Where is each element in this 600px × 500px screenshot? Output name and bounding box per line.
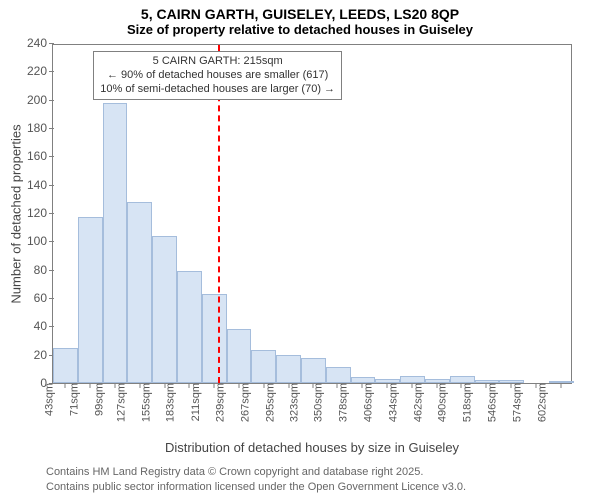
histogram-bar <box>103 103 128 384</box>
histogram-bar <box>425 379 450 383</box>
x-tick: 295sqm <box>262 383 276 422</box>
title-block: 5, CAIRN GARTH, GUISELEY, LEEDS, LS20 8Q… <box>0 0 600 37</box>
x-tick: 350sqm <box>311 383 325 422</box>
x-tick: 546sqm <box>484 383 498 422</box>
chart-title: 5, CAIRN GARTH, GUISELEY, LEEDS, LS20 8Q… <box>0 6 600 22</box>
x-tick: 378sqm <box>336 383 350 422</box>
histogram-bar <box>301 358 326 384</box>
x-tick: 518sqm <box>460 383 474 422</box>
histogram-bar <box>251 350 276 383</box>
x-tick: 211sqm <box>188 383 202 421</box>
x-tick: 434sqm <box>385 383 399 422</box>
y-tick: 60 <box>34 291 53 305</box>
y-axis-label: Number of detached properties <box>9 124 24 303</box>
y-tick: 120 <box>27 206 53 220</box>
histogram-bar <box>202 294 227 383</box>
x-tick: 406sqm <box>360 383 374 422</box>
histogram-bar <box>549 381 574 383</box>
histogram-bar <box>177 271 202 383</box>
y-tick: 160 <box>27 149 53 163</box>
x-tick: 490sqm <box>435 383 449 422</box>
x-tick: 462sqm <box>410 383 424 422</box>
annotation-right: 10% of semi-detached houses are larger (… <box>100 83 335 97</box>
y-tick: 40 <box>34 319 53 333</box>
histogram-bar <box>475 380 500 383</box>
histogram-bar <box>375 379 400 383</box>
x-axis-label: Distribution of detached houses by size … <box>52 440 572 455</box>
histogram-bar <box>400 376 425 383</box>
annotation-box: 5 CAIRN GARTH: 215sqm← 90% of detached h… <box>93 51 342 100</box>
x-tick: 43sqm <box>42 383 56 416</box>
x-tick-mark <box>560 383 561 388</box>
x-tick: 574sqm <box>509 383 523 422</box>
histogram-bar <box>351 377 376 383</box>
histogram-bar <box>127 202 152 383</box>
y-tick: 200 <box>27 93 53 107</box>
y-tick: 20 <box>34 348 53 362</box>
footer-line-1: Contains HM Land Registry data © Crown c… <box>46 465 592 479</box>
plot-area: 02040608010012014016018020022024043sqm71… <box>52 44 572 384</box>
y-tick: 180 <box>27 121 53 135</box>
x-tick: 99sqm <box>91 383 105 416</box>
x-tick: 155sqm <box>138 383 152 422</box>
y-tick: 80 <box>34 263 53 277</box>
x-tick: 323sqm <box>287 383 301 422</box>
footer-line-2: Contains public sector information licen… <box>46 480 592 494</box>
y-tick: 100 <box>27 234 53 248</box>
x-tick: 127sqm <box>113 383 127 422</box>
histogram-bar <box>326 367 351 383</box>
y-tick: 140 <box>27 178 53 192</box>
y-tick: 220 <box>27 64 53 78</box>
y-tick: 240 <box>27 36 53 50</box>
x-tick: 183sqm <box>163 383 177 422</box>
histogram-bar <box>227 329 252 383</box>
annotation-left: ← 90% of detached houses are smaller (61… <box>100 69 335 83</box>
histogram-bar <box>152 236 177 383</box>
histogram-chart: 5, CAIRN GARTH, GUISELEY, LEEDS, LS20 8Q… <box>0 0 600 500</box>
x-tick: 239sqm <box>212 383 226 422</box>
histogram-bar <box>78 217 103 383</box>
histogram-bar <box>450 376 475 383</box>
x-tick: 267sqm <box>237 383 251 422</box>
x-tick: 71sqm <box>67 383 81 416</box>
chart-subtitle: Size of property relative to detached ho… <box>0 22 600 37</box>
histogram-bar <box>53 348 78 383</box>
annotation-main: 5 CAIRN GARTH: 215sqm <box>100 55 335 69</box>
x-tick: 602sqm <box>534 383 548 422</box>
attribution-footer: Contains HM Land Registry data © Crown c… <box>0 461 600 500</box>
histogram-bar <box>499 380 524 383</box>
histogram-bar <box>276 355 301 383</box>
